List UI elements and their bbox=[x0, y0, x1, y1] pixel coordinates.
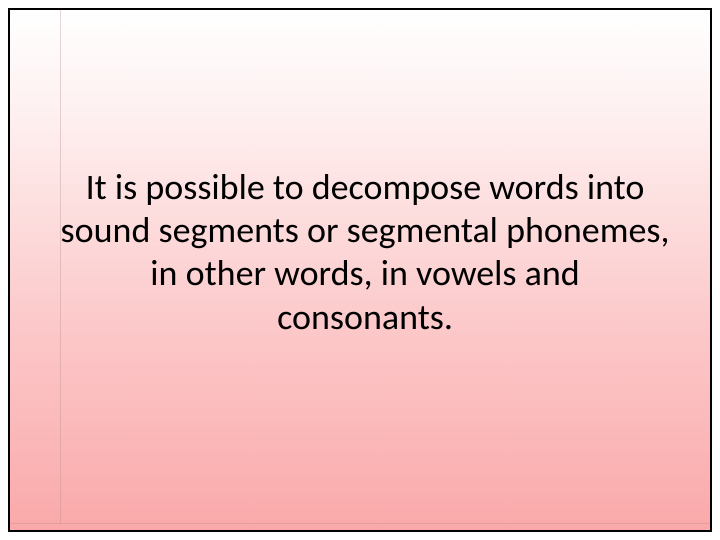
slide-body-text: It is possible to decompose words into s… bbox=[60, 166, 670, 339]
placeholder-guide-horizontal bbox=[10, 523, 710, 524]
slide: It is possible to decompose words into s… bbox=[8, 8, 712, 532]
